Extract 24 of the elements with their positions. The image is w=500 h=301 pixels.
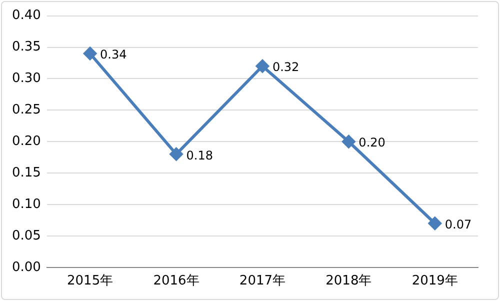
y-tick-label: 0.35 [12, 40, 41, 55]
point [84, 47, 97, 60]
y-tick-label: 0.25 [12, 102, 41, 118]
x-tick-label: 2017年 [239, 274, 286, 289]
x-tick-label: 2018年 [326, 274, 372, 289]
data-label: 0.18 [186, 148, 213, 162]
point [342, 135, 356, 148]
y-tick-label: 0.40 [12, 8, 41, 24]
y-tick-label: 0.30 [12, 71, 41, 86]
x-tick-label: 2015年 [67, 274, 114, 289]
y-tick-label: 0.00 [12, 260, 41, 275]
point [170, 148, 183, 161]
y-tick-label: 0.10 [12, 196, 41, 212]
y-tick-label: 0.20 [12, 134, 41, 149]
x-tick-label: 2019年 [412, 274, 458, 289]
data-label: 0.07 [444, 217, 472, 232]
y-tick-label: 0.15 [12, 165, 41, 180]
y-tick-label: 0.05 [12, 228, 41, 244]
x-tick-label: 2016年 [153, 274, 200, 289]
data-label: 0.34 [100, 48, 127, 62]
point [256, 60, 269, 73]
data-label: 0.32 [272, 60, 300, 74]
data-label: 0.20 [358, 136, 386, 150]
point [428, 216, 442, 230]
